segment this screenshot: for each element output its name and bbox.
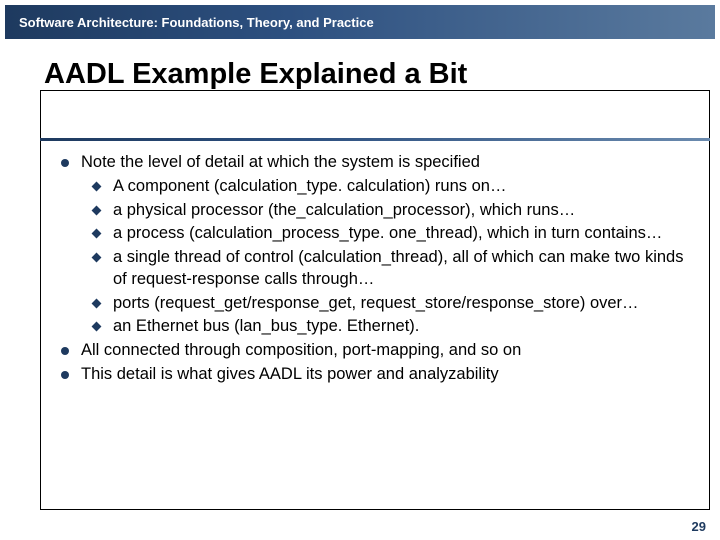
bullet-text: a physical processor (the_calculation_pr… [113,201,575,219]
bullet-text: a process (calculation_process_type. one… [113,224,662,242]
bullet-text: A component (calculation_type. calculati… [113,177,506,195]
bullet-text: an Ethernet bus (lan_bus_type. Ethernet)… [113,317,419,335]
list-item: a process (calculation_process_type. one… [87,223,700,245]
bullet-text: ports (request_get/response_get, request… [113,294,639,312]
list-item: Note the level of detail at which the sy… [55,152,700,338]
header-band: Software Architecture: Foundations, Theo… [5,5,715,39]
bullet-text: This detail is what gives AADL its power… [81,365,499,383]
bullet-text: Note the level of detail at which the sy… [81,153,480,171]
list-item: an Ethernet bus (lan_bus_type. Ethernet)… [87,316,700,338]
list-item: A component (calculation_type. calculati… [87,176,700,198]
bullet-text: a single thread of control (calculation_… [113,248,683,288]
list-item: a single thread of control (calculation_… [87,247,700,291]
sub-list: A component (calculation_type. calculati… [87,176,700,338]
list-item: ports (request_get/response_get, request… [87,293,700,315]
bullet-list: Note the level of detail at which the sy… [55,152,700,386]
bullet-text: All connected through composition, port-… [81,341,521,359]
header-text: Software Architecture: Foundations, Theo… [19,15,374,30]
slide: Software Architecture: Foundations, Theo… [0,0,720,540]
page-number: 29 [692,519,706,534]
list-item: All connected through composition, port-… [55,340,700,362]
list-item: a physical processor (the_calculation_pr… [87,200,700,222]
title-underline [40,138,710,141]
list-item: This detail is what gives AADL its power… [55,364,700,386]
body-content: Note the level of detail at which the sy… [55,152,700,388]
